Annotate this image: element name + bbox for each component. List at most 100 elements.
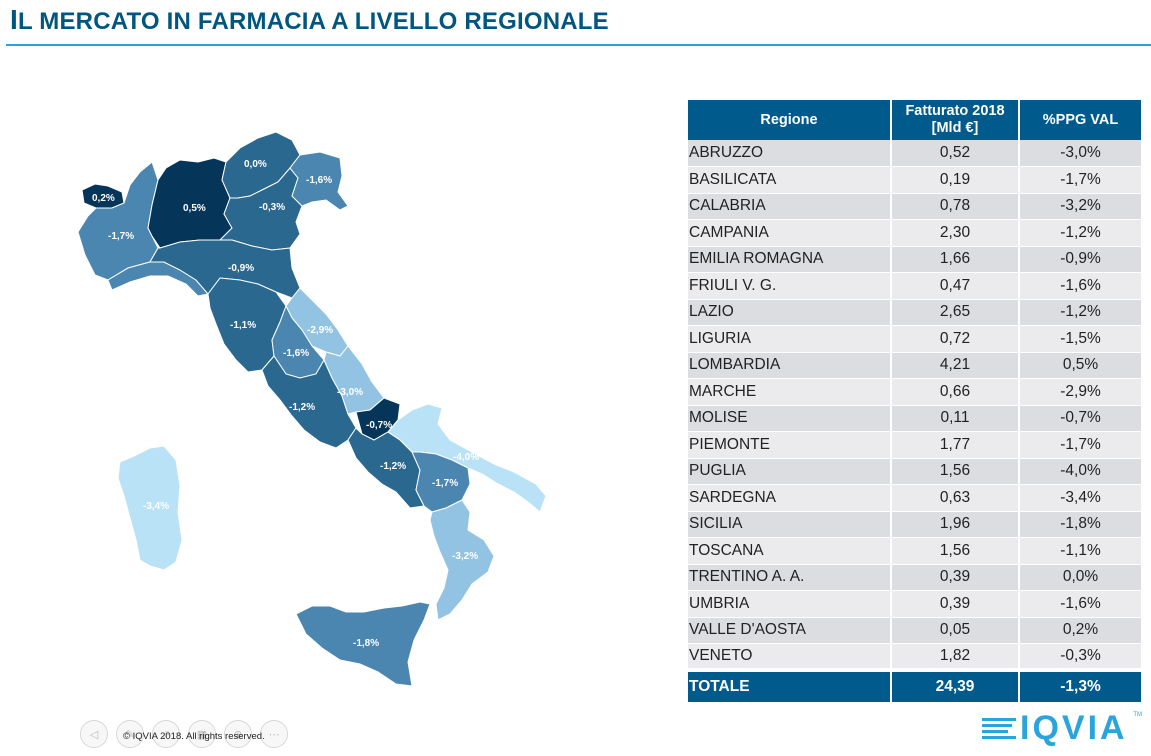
table-row: LIGURIA 0,72 -1,5% [688,325,1141,353]
iqvia-logo: IQVIA TM [982,710,1142,746]
region-piemonte [77,161,159,281]
previous-slide-button[interactable]: ◁ [80,720,108,748]
cell-ppg: -2,9% [1019,378,1141,406]
cell-fatturato: 0,39 [891,590,1020,618]
map-label-campania: -1,2% [380,461,406,472]
table-row: LAZIO 2,65 -1,2% [688,299,1141,326]
table-body: ABRUZZO 0,52 -3,0% BASILICATA 0,19 -1,7% CALAB… [688,140,1141,671]
cell-regione: PUGLIA [688,458,892,485]
cell-fatturato: 0,72 [891,325,1020,353]
header-fatturato: Fatturato 2018 [Mld €] [891,100,1020,140]
cell-ppg: -3,2% [1019,193,1141,220]
cell-ppg: 0,5% [1019,352,1141,379]
cell-regione: TOSCANA [688,537,892,565]
cell-ppg: -4,0% [1019,458,1141,485]
cell-regione: CAMPANIA [688,219,892,247]
cell-regione: ABRUZZO [688,140,892,167]
page-title-rest: l mercato in farmacia a livello regional… [17,8,609,35]
table-row: BASILICATA 0,19 -1,7% [688,166,1141,194]
cell-ppg: 0,2% [1019,617,1141,644]
table-row: TOSCANA 1,56 -1,1% [688,537,1141,565]
total-ppg: -1,3% [1019,668,1141,703]
header-fatturato-line2: [Mld €] [931,120,979,136]
italy-regional-map: 0,2% -1,7% 0,5% 0,0% -0,3% -1,6% -0,9% -… [77,131,547,687]
cell-fatturato: 0,63 [891,484,1020,512]
region-friuli [289,151,349,211]
cell-fatturato: 1,66 [891,246,1020,273]
more-options-button[interactable]: ⋯ [260,720,288,748]
header-regione: Regione [688,100,892,140]
region-emilia-romagna [149,239,301,299]
cell-ppg: 0,0% [1019,564,1141,591]
regional-data-table: Regione Fatturato 2018 [Mld €] %PPG VAL … [688,100,1141,703]
cell-ppg: -1,6% [1019,272,1141,300]
copyright-text: © IQVIA 2018. All rights reserved. [123,731,265,742]
table-total-row: TOTALE 24,39 -1,3% [688,668,1141,703]
region-sicilia [295,601,431,687]
zoom-button[interactable]: ⊕ [224,720,252,748]
cell-regione: FRIULI V. G. [688,272,892,300]
cell-regione: BASILICATA [688,166,892,194]
cell-fatturato: 1,56 [891,458,1020,485]
table-header-row: Regione Fatturato 2018 [Mld €] %PPG VAL [688,100,1141,140]
cell-regione: VALLE D'AOSTA [688,617,892,644]
pen-tool-button[interactable]: ✎ [116,720,144,748]
cell-regione: LOMBARDIA [688,352,892,379]
pointer-tool-button[interactable]: ⬀ [152,720,180,748]
table-row: PIEMONTE 1,77 -1,7% [688,431,1141,459]
table-row: PUGLIA 1,56 -4,0% [688,458,1141,485]
cell-ppg: -3,4% [1019,484,1141,512]
cell-fatturato: 2,30 [891,219,1020,247]
map-label-emilia: -0,9% [228,263,254,274]
cell-regione: EMILIA ROMAGNA [688,246,892,273]
table-row: CAMPANIA 2,30 -1,2% [688,219,1141,247]
cell-regione: TRENTINO A. A. [688,564,892,591]
cell-regione: LAZIO [688,299,892,326]
table-row: TRENTINO A. A. 0,39 0,0% [688,564,1141,591]
cell-fatturato: 1,96 [891,511,1020,538]
header-ppg: %PPG VAL [1019,100,1141,140]
cell-regione: SARDEGNA [688,484,892,512]
cell-ppg: -3,0% [1019,140,1141,167]
cell-regione: VENETO [688,643,892,671]
cell-fatturato: 0,52 [891,140,1020,167]
slideshow-controls: ◁ ✎ ⬀ ▦ ⊕ ⋯ [80,720,288,752]
table-row: SARDEGNA 0,63 -3,4% [688,484,1141,512]
table-row: EMILIA ROMAGNA 1,66 -0,9% [688,246,1141,273]
table-row: MARCHE 0,66 -2,9% [688,378,1141,406]
cell-regione: CALABRIA [688,193,892,220]
map-label-puglia: -4,0% [453,452,479,463]
table-row: LOMBARDIA 4,21 0,5% [688,352,1141,379]
cell-ppg: -1,7% [1019,166,1141,194]
map-label-molise: -0,7% [366,420,392,431]
cell-ppg: -0,3% [1019,643,1141,671]
map-label-abruzzo: -3,0% [337,387,363,398]
table-row: UMBRIA 0,39 -1,6% [688,590,1141,618]
cell-fatturato: 0,05 [891,617,1020,644]
cell-fatturato: 0,39 [891,564,1020,591]
map-label-basilicata: -1,7% [432,478,458,489]
cell-fatturato: 0,19 [891,166,1020,194]
cell-fatturato: 0,47 [891,272,1020,300]
map-label-veneto: -0,3% [259,202,285,213]
map-label-umbria: -1,6% [283,348,309,359]
cell-fatturato: 0,78 [891,193,1020,220]
map-label-lazio: -1,2% [289,402,315,413]
map-label-toscana: -1,1% [230,320,256,331]
total-label: TOTALE [688,668,892,703]
cell-fatturato: 0,11 [891,405,1020,432]
logo-lines-icon [982,717,1016,739]
table-row: FRIULI V. G. 0,47 -1,6% [688,272,1141,300]
cell-regione: SICILIA [688,511,892,538]
cell-ppg: -1,6% [1019,590,1141,618]
cell-regione: PIEMONTE [688,431,892,459]
cell-ppg: -1,2% [1019,219,1141,247]
slides-grid-button[interactable]: ▦ [188,720,216,748]
cell-ppg: -1,7% [1019,431,1141,459]
cell-ppg: -0,9% [1019,246,1141,273]
region-calabria [429,499,495,621]
title-divider [6,44,1151,46]
cell-fatturato: 2,65 [891,299,1020,326]
cell-fatturato: 4,21 [891,352,1020,379]
cell-fatturato: 1,56 [891,537,1020,565]
